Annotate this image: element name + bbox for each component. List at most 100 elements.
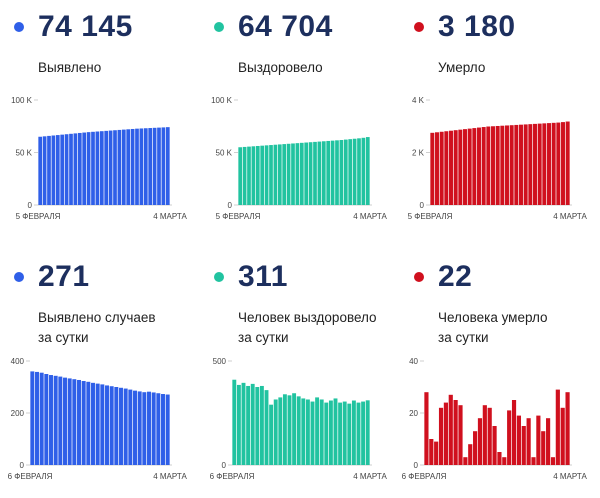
- bar: [264, 145, 269, 205]
- bar: [453, 130, 458, 205]
- bar: [477, 418, 483, 465]
- bar: [157, 127, 161, 205]
- x-start-label: 5 ФЕВРАЛЯ: [408, 212, 453, 221]
- bar: [500, 125, 505, 205]
- bar: [133, 390, 137, 465]
- bar: [77, 132, 82, 205]
- bar: [38, 136, 43, 205]
- bar: [347, 403, 352, 465]
- bar: [361, 401, 366, 465]
- bar: [95, 131, 100, 205]
- bar: [63, 377, 67, 465]
- x-end-label: 4 МАРТА: [153, 212, 187, 221]
- bar: [533, 123, 537, 205]
- bar: [99, 131, 104, 205]
- y-tick-label: 0: [222, 461, 227, 470]
- bar: [491, 126, 495, 205]
- bar: [269, 145, 273, 205]
- bar: [128, 389, 133, 465]
- chart-deaths-daily: 0 20 40 6 ФЕВРАЛЯ 4 МАРТА: [402, 357, 588, 481]
- bar: [81, 381, 86, 465]
- bar: [282, 144, 287, 205]
- bar: [565, 392, 570, 465]
- deaths-total-label: Умерло: [438, 58, 485, 78]
- bar: [73, 133, 78, 205]
- detected-dot-icon: [14, 22, 24, 32]
- bar: [458, 129, 463, 205]
- bar: [51, 135, 56, 205]
- x-end-label: 4 МАРТА: [353, 472, 387, 481]
- bar: [49, 375, 53, 465]
- bar: [273, 144, 278, 205]
- bar: [438, 407, 444, 465]
- x-end-label: 4 МАРТА: [153, 472, 187, 481]
- bar: [161, 394, 165, 465]
- bar: [511, 400, 517, 465]
- bar: [449, 130, 453, 205]
- bar: [328, 400, 333, 465]
- bar: [269, 404, 274, 465]
- bar: [135, 128, 139, 205]
- bar: [295, 143, 300, 205]
- bar: [507, 410, 512, 465]
- bar: [299, 142, 304, 205]
- bar: [242, 146, 247, 205]
- bar: [58, 376, 63, 465]
- x-start-label: 5 ФЕВРАЛЯ: [16, 212, 61, 221]
- bar: [109, 386, 114, 465]
- bar: [86, 132, 91, 205]
- bar: [482, 405, 487, 465]
- bar: [126, 129, 131, 205]
- bar: [536, 415, 541, 465]
- bar: [463, 457, 468, 465]
- bar: [486, 126, 491, 205]
- bar: [315, 397, 320, 465]
- bar: [338, 402, 343, 465]
- bar: [108, 130, 113, 205]
- bar: [86, 381, 91, 465]
- chart-detected-daily: 0 200 400 6 ФЕВРАЛЯ 4 МАРТА: [8, 357, 188, 481]
- label-line-1: Выздоровело: [238, 60, 323, 75]
- bar: [429, 439, 434, 465]
- bar: [308, 142, 313, 205]
- bar: [236, 384, 241, 465]
- bar: [463, 129, 467, 205]
- bar: [278, 397, 283, 465]
- y-tick-label: 4 K: [412, 96, 425, 105]
- bar: [505, 125, 509, 205]
- bar: [55, 135, 60, 205]
- bar: [492, 426, 497, 465]
- chart-recovered-daily: 0 500 6 ФЕВРАЛЯ 4 МАРТА: [210, 357, 388, 481]
- bar: [117, 129, 122, 205]
- bar: [365, 400, 370, 465]
- bar: [105, 385, 109, 465]
- bar: [259, 385, 264, 465]
- bar: [365, 137, 370, 205]
- bar: [487, 407, 492, 465]
- bar: [330, 140, 335, 205]
- y-tick-label: 400: [11, 357, 25, 366]
- bar: [537, 123, 542, 205]
- bar: [91, 131, 95, 205]
- bar: [130, 128, 135, 205]
- bar: [361, 137, 366, 205]
- bar: [143, 128, 148, 205]
- bar: [319, 399, 324, 465]
- bar: [481, 127, 486, 205]
- bar: [472, 128, 477, 205]
- panel-detected-daily: 271 Выявлено случаев за сутки 0 200 400 6 Ф…: [0, 250, 200, 498]
- bar: [277, 144, 282, 205]
- bar: [91, 382, 95, 465]
- label-line-1: Выявлено случаев: [38, 310, 156, 325]
- bar: [551, 122, 556, 205]
- bar: [516, 415, 521, 465]
- bar: [165, 394, 170, 465]
- bar: [555, 389, 560, 465]
- bar: [287, 395, 292, 465]
- y-tick-label: 200: [11, 409, 25, 418]
- recovered-dot-icon: [214, 22, 224, 32]
- chart-recovered-total: 0 50 K 100 K 5 ФЕВРАЛЯ 4 МАРТА: [211, 96, 387, 221]
- deaths-daily-label: Человека умерло за сутки: [438, 308, 548, 348]
- bar: [526, 418, 531, 465]
- bar: [165, 127, 170, 205]
